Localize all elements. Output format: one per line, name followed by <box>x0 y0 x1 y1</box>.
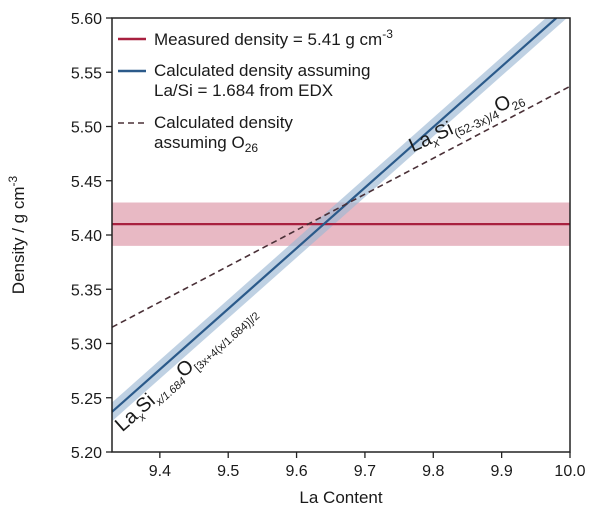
y-axis-label-text: Density / g cm <box>9 186 28 294</box>
y-tick-label: 5.55 <box>71 65 102 82</box>
calculated_o26-legend-label-line2: assuming O26 <box>154 133 258 155</box>
calculated_o26-line <box>112 85 570 328</box>
x-tick-label: 9.6 <box>285 463 307 480</box>
x-tick-label: 9.5 <box>217 463 239 480</box>
y-axis-label-superscript: -3 <box>6 175 20 186</box>
calculated_edx-legend-label: Calculated density assuming <box>154 61 370 80</box>
y-tick-label: 5.30 <box>71 337 102 354</box>
measured-legend-label: Measured density = 5.41 g cm-3 <box>154 27 393 49</box>
x-axis-ticks: 9.4 9.5 9.6 9.7 9.8 9.9 10.0 <box>149 452 586 480</box>
edx-formula-annotation: LaxSix/1.684O[3x+4(x/1.684)]/2 <box>111 300 262 438</box>
y-tick-label: 5.50 <box>71 120 102 137</box>
calculated_edx-legend-label-line2: La/Si = 1.684 from EDX <box>154 81 333 100</box>
y-axis-label: Density / g cm-3 <box>6 175 28 294</box>
x-tick-label: 9.9 <box>491 463 513 480</box>
y-axis-ticks: 5.20 5.25 5.30 5.35 5.40 5.45 5.50 5.55 5.60 <box>71 11 112 462</box>
calculated_o26-legend-label: Calculated density <box>154 113 293 132</box>
x-tick-label: 9.8 <box>422 463 444 480</box>
x-axis-label: La Content <box>299 488 382 507</box>
series-lines <box>112 18 570 413</box>
x-tick-label: 9.7 <box>354 463 376 480</box>
y-tick-label: 5.40 <box>71 228 102 245</box>
y-tick-label: 5.35 <box>71 282 102 299</box>
y-tick-label: 5.60 <box>71 11 102 28</box>
x-tick-label: 10.0 <box>554 463 585 480</box>
x-tick-label: 9.4 <box>149 463 171 480</box>
legend: Measured density = 5.41 g cm-3 Calculated… <box>118 27 393 155</box>
y-tick-label: 5.20 <box>71 445 102 462</box>
calculated_edx-line <box>112 18 558 413</box>
y-tick-label: 5.25 <box>71 391 102 408</box>
y-tick-label: 5.45 <box>71 174 102 191</box>
